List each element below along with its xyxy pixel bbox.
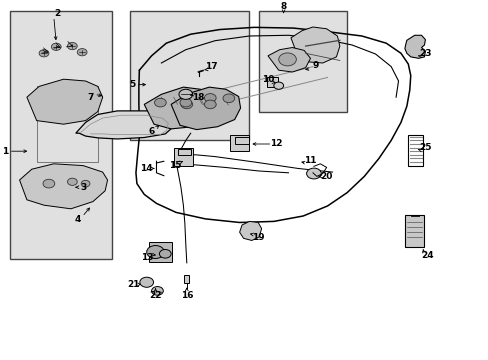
Text: 12: 12 (269, 139, 282, 148)
Polygon shape (76, 111, 173, 139)
Circle shape (204, 100, 216, 109)
Text: 15: 15 (168, 161, 181, 170)
Circle shape (306, 168, 321, 179)
Polygon shape (20, 164, 107, 209)
Text: 6: 6 (148, 127, 154, 136)
Polygon shape (404, 35, 425, 58)
Text: 18: 18 (191, 93, 204, 102)
Polygon shape (290, 27, 339, 63)
Text: 19: 19 (251, 233, 264, 242)
Text: 16: 16 (180, 291, 193, 300)
Text: 9: 9 (311, 61, 318, 70)
Polygon shape (27, 79, 102, 124)
Text: 25: 25 (418, 143, 431, 152)
Circle shape (39, 50, 49, 57)
Text: 8: 8 (280, 2, 286, 11)
Circle shape (181, 100, 192, 109)
Polygon shape (267, 48, 310, 72)
Bar (173, 148, 193, 166)
Circle shape (204, 94, 216, 102)
Circle shape (223, 94, 234, 103)
Bar (404, 215, 424, 247)
Polygon shape (144, 87, 215, 129)
Circle shape (273, 82, 283, 89)
Text: 5: 5 (129, 80, 135, 89)
Bar (148, 242, 172, 262)
Text: 1: 1 (2, 147, 8, 156)
Circle shape (77, 49, 87, 56)
Text: 7: 7 (87, 93, 94, 102)
Circle shape (151, 287, 163, 295)
Circle shape (140, 277, 153, 287)
Circle shape (179, 89, 192, 99)
Circle shape (51, 43, 61, 50)
Circle shape (67, 178, 77, 185)
Text: 14: 14 (140, 164, 153, 173)
Circle shape (81, 180, 90, 187)
Bar (259, 11, 346, 112)
Text: 21: 21 (126, 280, 139, 289)
Text: 17: 17 (204, 62, 217, 71)
Bar (177, 149, 191, 155)
Text: 24: 24 (421, 251, 433, 260)
Bar (184, 275, 189, 283)
Circle shape (146, 246, 164, 258)
Text: 11: 11 (304, 156, 316, 165)
Polygon shape (171, 87, 240, 130)
Circle shape (159, 249, 171, 258)
Circle shape (154, 98, 166, 107)
Bar (230, 135, 248, 151)
Circle shape (67, 42, 77, 50)
Bar (267, 77, 278, 87)
Text: 20: 20 (320, 172, 332, 181)
Circle shape (43, 179, 55, 188)
Bar (407, 135, 422, 166)
Text: 4: 4 (75, 215, 81, 224)
Text: 2: 2 (55, 9, 61, 18)
Circle shape (278, 53, 296, 66)
Bar (129, 11, 249, 140)
Text: 10: 10 (261, 75, 274, 84)
Bar (10, 11, 112, 259)
Polygon shape (239, 221, 261, 240)
Text: 3: 3 (80, 183, 86, 192)
Bar (234, 137, 249, 144)
Circle shape (180, 98, 191, 107)
Text: 22: 22 (149, 291, 162, 300)
Text: 23: 23 (418, 49, 431, 58)
Text: 13: 13 (141, 253, 154, 262)
